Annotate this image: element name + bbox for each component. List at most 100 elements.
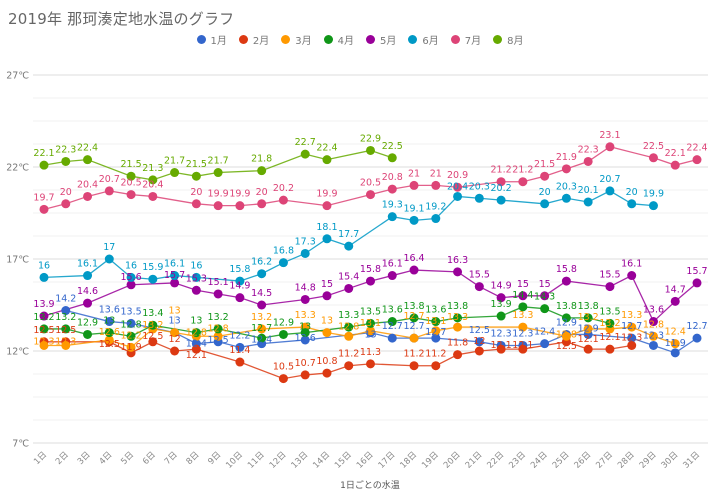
- data-point[interactable]: [583, 197, 593, 207]
- data-point[interactable]: [126, 272, 136, 282]
- data-point[interactable]: [518, 177, 528, 187]
- data-point[interactable]: [170, 328, 180, 338]
- data-point[interactable]: [409, 361, 419, 371]
- data-point[interactable]: [474, 282, 484, 292]
- data-point[interactable]: [148, 175, 158, 185]
- data-point[interactable]: [518, 291, 528, 301]
- data-point[interactable]: [322, 368, 332, 378]
- data-point[interactable]: [561, 193, 571, 203]
- data-point[interactable]: [518, 302, 528, 312]
- data-point[interactable]: [431, 361, 441, 371]
- data-point[interactable]: [540, 291, 550, 301]
- data-point[interactable]: [61, 156, 71, 166]
- data-point[interactable]: [126, 171, 136, 181]
- data-point[interactable]: [474, 337, 484, 347]
- data-point[interactable]: [257, 269, 267, 279]
- data-point[interactable]: [300, 248, 310, 258]
- data-point[interactable]: [300, 370, 310, 380]
- data-point[interactable]: [627, 271, 637, 281]
- data-point[interactable]: [83, 191, 93, 201]
- data-point[interactable]: [126, 190, 136, 200]
- data-point[interactable]: [496, 177, 506, 187]
- data-point[interactable]: [387, 212, 397, 222]
- data-point[interactable]: [235, 293, 245, 303]
- data-point[interactable]: [104, 317, 114, 327]
- data-point[interactable]: [518, 322, 528, 332]
- data-point[interactable]: [583, 344, 593, 354]
- data-point[interactable]: [366, 359, 375, 369]
- data-point[interactable]: [627, 322, 637, 332]
- data-point[interactable]: [213, 289, 223, 299]
- data-point[interactable]: [235, 201, 245, 211]
- data-point[interactable]: [366, 318, 375, 328]
- data-point[interactable]: [322, 234, 332, 244]
- legend-item-6[interactable]: 6月: [408, 32, 439, 47]
- data-point[interactable]: [366, 276, 375, 286]
- data-point[interactable]: [322, 201, 332, 211]
- data-point[interactable]: [257, 199, 267, 209]
- data-point[interactable]: [561, 313, 571, 323]
- data-point[interactable]: [257, 333, 267, 343]
- data-point[interactable]: [300, 294, 310, 304]
- data-point[interactable]: [83, 271, 93, 281]
- data-point[interactable]: [561, 164, 571, 174]
- data-point[interactable]: [431, 326, 441, 336]
- data-point[interactable]: [409, 265, 419, 275]
- data-point[interactable]: [409, 180, 419, 190]
- data-point[interactable]: [322, 328, 332, 338]
- data-point[interactable]: [366, 145, 375, 155]
- data-point[interactable]: [278, 374, 288, 384]
- data-point[interactable]: [300, 328, 310, 338]
- data-point[interactable]: [235, 276, 245, 286]
- legend-item-2[interactable]: 2月: [238, 32, 269, 47]
- data-point[interactable]: [191, 328, 201, 338]
- data-point[interactable]: [170, 271, 180, 281]
- data-point[interactable]: [453, 267, 463, 277]
- data-point[interactable]: [605, 344, 615, 354]
- data-point[interactable]: [431, 214, 441, 224]
- data-point[interactable]: [670, 296, 680, 306]
- data-point[interactable]: [170, 278, 180, 288]
- data-point[interactable]: [104, 186, 114, 196]
- data-point[interactable]: [583, 156, 593, 166]
- data-point[interactable]: [39, 311, 49, 321]
- data-point[interactable]: [453, 191, 463, 201]
- legend-item-7[interactable]: 7月: [450, 32, 481, 47]
- data-point[interactable]: [453, 322, 463, 332]
- data-point[interactable]: [213, 168, 223, 178]
- data-point[interactable]: [148, 274, 158, 284]
- data-point[interactable]: [692, 333, 702, 343]
- data-point[interactable]: [670, 160, 680, 170]
- data-point[interactable]: [170, 168, 180, 178]
- data-point[interactable]: [235, 342, 245, 352]
- data-point[interactable]: [648, 317, 658, 327]
- data-point[interactable]: [191, 344, 201, 354]
- data-point[interactable]: [213, 201, 223, 211]
- data-point[interactable]: [474, 346, 484, 356]
- legend-item-5[interactable]: 5月: [366, 32, 396, 47]
- data-point[interactable]: [322, 291, 332, 301]
- data-point[interactable]: [409, 313, 419, 323]
- data-point[interactable]: [496, 311, 506, 321]
- data-point[interactable]: [126, 342, 136, 352]
- data-point[interactable]: [257, 166, 267, 176]
- data-point[interactable]: [191, 285, 201, 295]
- data-point[interactable]: [191, 171, 201, 181]
- data-point[interactable]: [61, 306, 71, 316]
- data-point[interactable]: [148, 191, 158, 201]
- data-point[interactable]: [496, 195, 506, 205]
- data-point[interactable]: [126, 331, 136, 341]
- data-point[interactable]: [387, 184, 397, 194]
- data-point[interactable]: [344, 322, 354, 332]
- data-point[interactable]: [344, 241, 354, 251]
- data-point[interactable]: [583, 324, 593, 334]
- data-point[interactable]: [148, 337, 158, 347]
- legend-item-8[interactable]: 8月: [493, 32, 524, 47]
- data-point[interactable]: [83, 329, 93, 339]
- data-point[interactable]: [561, 331, 571, 341]
- data-point[interactable]: [648, 331, 658, 341]
- data-point[interactable]: [300, 335, 310, 345]
- data-point[interactable]: [670, 339, 680, 349]
- data-point[interactable]: [409, 215, 419, 225]
- data-point[interactable]: [83, 155, 93, 165]
